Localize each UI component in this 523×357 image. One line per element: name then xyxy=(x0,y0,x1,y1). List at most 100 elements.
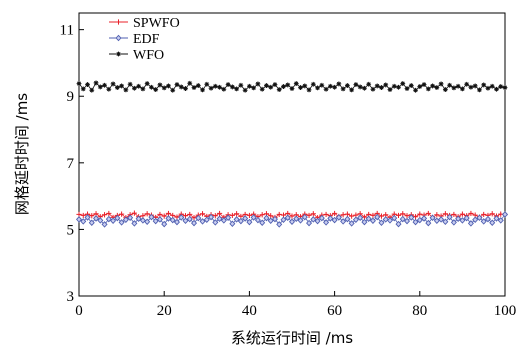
axis-ticks: 0 20 40 60 80 100 3 5 7 9 11 xyxy=(60,23,517,319)
data-point-edf xyxy=(288,218,296,226)
x-tick-label: 20 xyxy=(157,303,172,319)
data-point-wfo xyxy=(131,85,137,91)
data-point-wfo xyxy=(149,84,154,90)
data-point-edf xyxy=(459,217,466,224)
data-point-spwfo xyxy=(101,212,108,218)
data-point-edf xyxy=(148,213,155,221)
data-point-edf xyxy=(75,216,83,223)
data-point-edf xyxy=(208,213,215,221)
data-point-edf xyxy=(416,216,423,224)
data-point-wfo xyxy=(417,84,423,89)
legend-label: EDF xyxy=(133,32,160,47)
data-point-edf xyxy=(467,220,474,227)
data-point-edf xyxy=(88,219,95,227)
data-point-edf xyxy=(263,214,270,222)
data-point-edf xyxy=(442,218,449,226)
data-point-edf xyxy=(361,218,368,226)
data-point-spwfo xyxy=(459,211,465,217)
data-point-wfo xyxy=(225,82,231,87)
data-point-edf xyxy=(173,218,180,226)
data-point-edf xyxy=(446,213,453,221)
data-point-spwfo xyxy=(442,211,448,217)
data-point-wfo xyxy=(383,82,389,88)
data-point-wfo xyxy=(447,82,453,88)
data-point-wfo xyxy=(455,83,461,89)
data-point-wfo xyxy=(255,81,261,87)
data-point-edf xyxy=(501,211,509,218)
data-point-wfo xyxy=(442,87,448,92)
data-point-wfo xyxy=(468,84,474,90)
data-point-wfo xyxy=(140,86,146,92)
data-point-spwfo xyxy=(276,211,282,218)
data-point-wfo xyxy=(238,82,244,88)
data-point-wfo xyxy=(327,83,333,89)
data-point-wfo xyxy=(472,83,478,89)
data-point-spwfo xyxy=(417,211,423,217)
data-point-wfo xyxy=(421,82,427,87)
data-point-wfo xyxy=(485,85,491,91)
data-point-edf xyxy=(199,218,206,225)
data-point-spwfo xyxy=(451,211,457,218)
data-point-edf xyxy=(391,214,398,222)
data-point-edf xyxy=(101,221,108,228)
data-point-edf xyxy=(293,215,300,223)
data-point-edf xyxy=(97,217,104,224)
data-point-wfo xyxy=(110,81,116,87)
y-tick-label: 7 xyxy=(67,156,75,172)
data-point-wfo xyxy=(349,87,355,93)
data-point-wfo xyxy=(157,82,163,88)
data-point-edf xyxy=(169,216,176,224)
data-point-edf xyxy=(357,214,364,222)
data-point-wfo xyxy=(80,86,86,92)
data-point-edf xyxy=(259,219,266,227)
data-point-edf xyxy=(229,220,236,228)
series-layer xyxy=(75,80,509,228)
y-tick-label: 9 xyxy=(67,89,75,105)
data-point-wfo xyxy=(400,81,406,86)
x-axis-title: 系统运行时间 /ms xyxy=(231,329,353,347)
legend-item-edf: EDF xyxy=(109,32,160,47)
data-point-wfo xyxy=(413,87,418,93)
data-point-wfo xyxy=(464,81,470,87)
data-point-wfo xyxy=(374,83,380,89)
data-point-wfo xyxy=(494,86,499,92)
data-point-wfo xyxy=(438,81,444,87)
data-point-spwfo xyxy=(404,213,410,219)
data-point-edf xyxy=(438,216,445,223)
data-point-edf xyxy=(220,217,227,224)
data-point-wfo xyxy=(357,84,363,90)
data-point-wfo xyxy=(293,81,299,86)
data-point-wfo xyxy=(451,85,457,91)
data-point-spwfo xyxy=(161,213,167,219)
data-point-wfo xyxy=(136,83,142,89)
data-point-wfo xyxy=(153,87,159,92)
data-point-wfo xyxy=(114,85,120,90)
data-point-edf xyxy=(493,215,500,222)
data-point-wfo xyxy=(332,84,337,90)
data-point-wfo xyxy=(195,83,201,88)
data-point-wfo xyxy=(178,84,184,90)
data-point-wfo xyxy=(323,86,329,92)
data-point-spwfo xyxy=(349,213,355,219)
data-point-wfo xyxy=(187,80,193,86)
data-point-wfo xyxy=(387,87,393,92)
data-point-edf xyxy=(484,215,491,223)
data-point-wfo xyxy=(498,84,504,89)
plot-frame xyxy=(78,12,506,297)
data-point-edf xyxy=(156,216,163,223)
data-point-wfo xyxy=(310,81,316,87)
data-point-wfo xyxy=(434,85,440,90)
data-point-edf xyxy=(369,217,376,225)
data-point-wfo xyxy=(161,85,167,91)
data-point-wfo xyxy=(298,85,303,90)
data-point-spwfo xyxy=(481,211,487,218)
data-point-wfo xyxy=(340,86,346,92)
data-point-wfo xyxy=(127,81,133,87)
data-point-wfo xyxy=(242,87,248,93)
data-point-edf xyxy=(306,219,313,227)
data-point-edf xyxy=(399,215,406,223)
data-point-wfo xyxy=(102,82,107,88)
data-point-edf xyxy=(297,217,304,224)
